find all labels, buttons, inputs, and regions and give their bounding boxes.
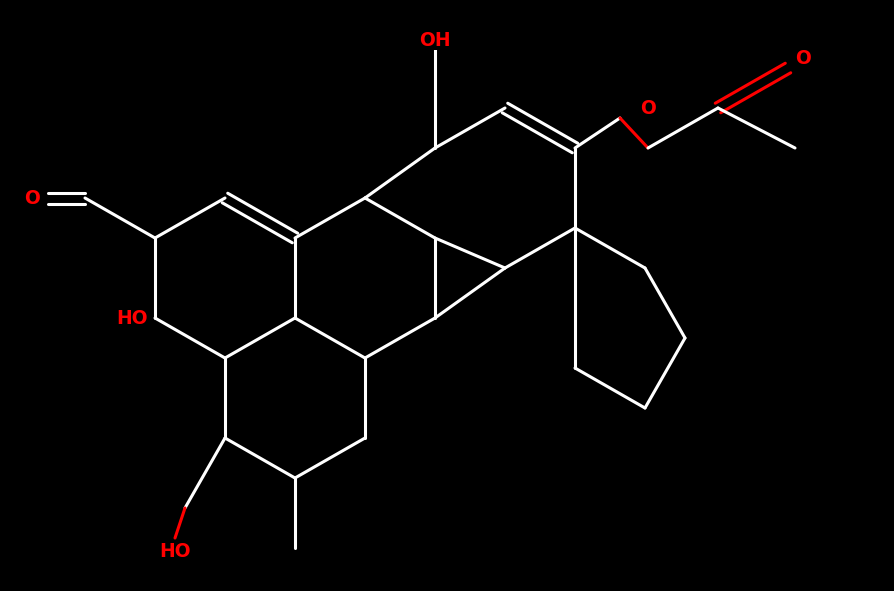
- Text: O: O: [795, 48, 811, 67]
- Text: HO: HO: [159, 542, 190, 561]
- Text: O: O: [24, 189, 40, 207]
- Text: OH: OH: [419, 31, 451, 50]
- Text: O: O: [640, 99, 656, 118]
- Text: HO: HO: [116, 309, 148, 327]
